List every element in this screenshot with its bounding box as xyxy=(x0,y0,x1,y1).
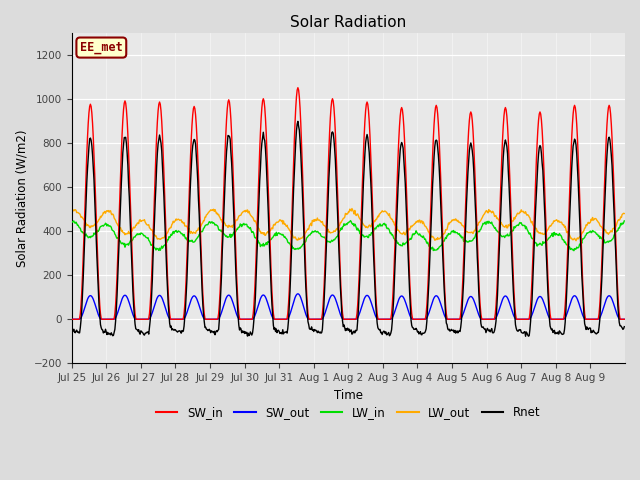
Title: Solar Radiation: Solar Radiation xyxy=(290,15,406,30)
Y-axis label: Solar Radiation (W/m2): Solar Radiation (W/m2) xyxy=(15,129,28,267)
Legend: SW_in, SW_out, LW_in, LW_out, Rnet: SW_in, SW_out, LW_in, LW_out, Rnet xyxy=(152,401,545,424)
Text: EE_met: EE_met xyxy=(80,41,123,54)
X-axis label: Time: Time xyxy=(334,389,363,402)
